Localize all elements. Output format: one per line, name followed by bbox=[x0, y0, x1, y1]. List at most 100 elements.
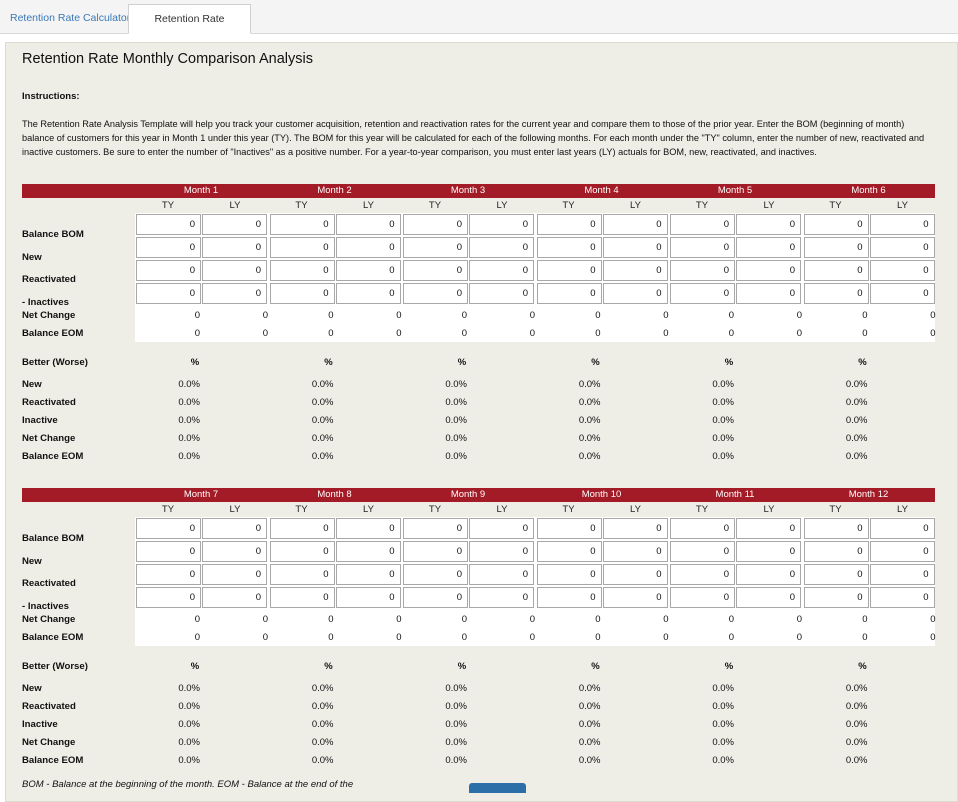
input-inactives-ly[interactable]: 0 bbox=[469, 587, 534, 608]
input-reactivated-ty[interactable]: 0 bbox=[269, 260, 335, 281]
input-new-ty[interactable]: 0 bbox=[269, 541, 335, 562]
input-inactives-ly[interactable]: 0 bbox=[202, 587, 267, 608]
input-reactivated-ty[interactable]: 0 bbox=[136, 260, 201, 281]
input-reactivated-ly[interactable]: 0 bbox=[869, 564, 935, 585]
input-balance-bom-ly[interactable]: 0 bbox=[736, 214, 801, 235]
input-new-ty[interactable]: 0 bbox=[136, 541, 201, 562]
input-reactivated-ty[interactable]: 0 bbox=[269, 564, 335, 585]
input-balance-bom-ly[interactable]: 0 bbox=[335, 214, 401, 235]
tab-retention-rate-analysis[interactable]: Retention Rate Analysis bbox=[128, 4, 251, 53]
input-inactives-ly[interactable]: 0 bbox=[202, 283, 267, 304]
input-reactivated-ly[interactable]: 0 bbox=[736, 564, 801, 585]
input-inactives-ty[interactable]: 0 bbox=[136, 587, 201, 608]
input-new-ly[interactable]: 0 bbox=[202, 541, 267, 562]
input-reactivated-ly[interactable]: 0 bbox=[202, 260, 267, 281]
input-balance-bom-ty[interactable]: 0 bbox=[269, 518, 335, 539]
input-inactives-ly[interactable]: 0 bbox=[469, 283, 534, 304]
input-new-ty[interactable]: 0 bbox=[269, 237, 335, 258]
input-inactives-ly[interactable]: 0 bbox=[335, 587, 401, 608]
input-new-ly[interactable]: 0 bbox=[202, 237, 267, 258]
input-inactives-ty[interactable]: 0 bbox=[670, 587, 735, 608]
input-reactivated-ty[interactable]: 0 bbox=[670, 564, 735, 585]
input-reactivated-ly[interactable]: 0 bbox=[202, 564, 267, 585]
input-inactives-ly[interactable]: 0 bbox=[736, 587, 801, 608]
input-balance-bom-ty[interactable]: 0 bbox=[403, 214, 468, 235]
input-new-ly[interactable]: 0 bbox=[736, 541, 801, 562]
input-balance-bom-ty[interactable]: 0 bbox=[536, 518, 602, 539]
input-new-ly[interactable]: 0 bbox=[335, 541, 401, 562]
input-inactives-ty[interactable]: 0 bbox=[136, 283, 201, 304]
input-balance-bom-ty[interactable]: 0 bbox=[136, 518, 201, 539]
input-new-ly[interactable]: 0 bbox=[736, 237, 801, 258]
input-inactives-ty[interactable]: 0 bbox=[803, 283, 869, 304]
input-new-ty[interactable]: 0 bbox=[403, 541, 468, 562]
input-inactives-ty[interactable]: 0 bbox=[403, 587, 468, 608]
input-reactivated-ty[interactable]: 0 bbox=[803, 260, 869, 281]
input-new-ty[interactable]: 0 bbox=[670, 541, 735, 562]
input-inactives-ly[interactable]: 0 bbox=[602, 587, 668, 608]
input-inactives-ly[interactable]: 0 bbox=[869, 283, 935, 304]
input-new-ty[interactable]: 0 bbox=[803, 541, 869, 562]
input-reactivated-ty[interactable]: 0 bbox=[803, 564, 869, 585]
input-reactivated-ly[interactable]: 0 bbox=[335, 564, 401, 585]
input-balance-bom-ly[interactable]: 0 bbox=[469, 214, 534, 235]
input-inactives-ly[interactable]: 0 bbox=[869, 587, 935, 608]
input-inactives-ty[interactable]: 0 bbox=[670, 283, 735, 304]
tab-retention-rate-calculator[interactable]: Retention Rate Calculator bbox=[10, 12, 131, 24]
input-balance-bom-ly[interactable]: 0 bbox=[202, 214, 267, 235]
input-reactivated-ty[interactable]: 0 bbox=[670, 260, 735, 281]
input-new-ly[interactable]: 0 bbox=[469, 237, 534, 258]
input-inactives-ty[interactable]: 0 bbox=[269, 587, 335, 608]
input-new-ly[interactable]: 0 bbox=[335, 237, 401, 258]
input-balance-bom-ly[interactable]: 0 bbox=[202, 518, 267, 539]
input-reactivated-ty[interactable]: 0 bbox=[536, 260, 602, 281]
input-new-ly[interactable]: 0 bbox=[869, 237, 935, 258]
input-inactives-ty[interactable]: 0 bbox=[269, 283, 335, 304]
input-balance-bom-ty[interactable]: 0 bbox=[803, 214, 869, 235]
input-inactives-ty[interactable]: 0 bbox=[403, 283, 468, 304]
input-reactivated-ly[interactable]: 0 bbox=[602, 260, 668, 281]
input-balance-bom-ty[interactable]: 0 bbox=[269, 214, 335, 235]
input-balance-bom-ty[interactable]: 0 bbox=[670, 214, 735, 235]
input-reactivated-ly[interactable]: 0 bbox=[869, 260, 935, 281]
input-inactives-ty[interactable]: 0 bbox=[536, 283, 602, 304]
input-balance-bom-ty[interactable]: 0 bbox=[670, 518, 735, 539]
input-new-ty[interactable]: 0 bbox=[136, 237, 201, 258]
input-balance-bom-ly[interactable]: 0 bbox=[602, 518, 668, 539]
input-reactivated-ly[interactable]: 0 bbox=[469, 564, 534, 585]
input-balance-bom-ly[interactable]: 0 bbox=[469, 518, 534, 539]
input-inactives-ly[interactable]: 0 bbox=[736, 283, 801, 304]
input-inactives-ty[interactable]: 0 bbox=[803, 587, 869, 608]
input-balance-bom-ly[interactable]: 0 bbox=[869, 518, 935, 539]
footer-button[interactable] bbox=[469, 783, 526, 793]
input-balance-bom-ly[interactable]: 0 bbox=[869, 214, 935, 235]
input-new-ly[interactable]: 0 bbox=[602, 237, 668, 258]
input-new-ly[interactable]: 0 bbox=[869, 541, 935, 562]
input-balance-bom-ty[interactable]: 0 bbox=[136, 214, 201, 235]
input-reactivated-ty[interactable]: 0 bbox=[136, 564, 201, 585]
input-reactivated-ly[interactable]: 0 bbox=[469, 260, 534, 281]
input-reactivated-ty[interactable]: 0 bbox=[536, 564, 602, 585]
input-reactivated-ly[interactable]: 0 bbox=[736, 260, 801, 281]
input-balance-bom-ly[interactable]: 0 bbox=[736, 518, 801, 539]
input-new-ly[interactable]: 0 bbox=[469, 541, 534, 562]
input-new-ly[interactable]: 0 bbox=[602, 541, 668, 562]
input-balance-bom-ly[interactable]: 0 bbox=[602, 214, 668, 235]
input-balance-bom-ly[interactable]: 0 bbox=[335, 518, 401, 539]
input-reactivated-ty[interactable]: 0 bbox=[403, 260, 468, 281]
input-reactivated-ty[interactable]: 0 bbox=[403, 564, 468, 585]
input-balance-bom-ty[interactable]: 0 bbox=[803, 518, 869, 539]
input-new-ty[interactable]: 0 bbox=[670, 237, 735, 258]
input-inactives-ty[interactable]: 0 bbox=[536, 587, 602, 608]
input-new-ty[interactable]: 0 bbox=[536, 541, 602, 562]
input-reactivated-ly[interactable]: 0 bbox=[335, 260, 401, 281]
input-new-ty[interactable]: 0 bbox=[803, 237, 869, 258]
input-balance-bom-ty[interactable]: 0 bbox=[536, 214, 602, 235]
input-balance-bom-ty[interactable]: 0 bbox=[403, 518, 468, 539]
input-inactives-ly[interactable]: 0 bbox=[602, 283, 668, 304]
input-new-ty[interactable]: 0 bbox=[403, 237, 468, 258]
input-reactivated-ly[interactable]: 0 bbox=[602, 564, 668, 585]
comparison-percent-value: 0.0% bbox=[311, 737, 334, 748]
input-inactives-ly[interactable]: 0 bbox=[335, 283, 401, 304]
input-new-ty[interactable]: 0 bbox=[536, 237, 602, 258]
